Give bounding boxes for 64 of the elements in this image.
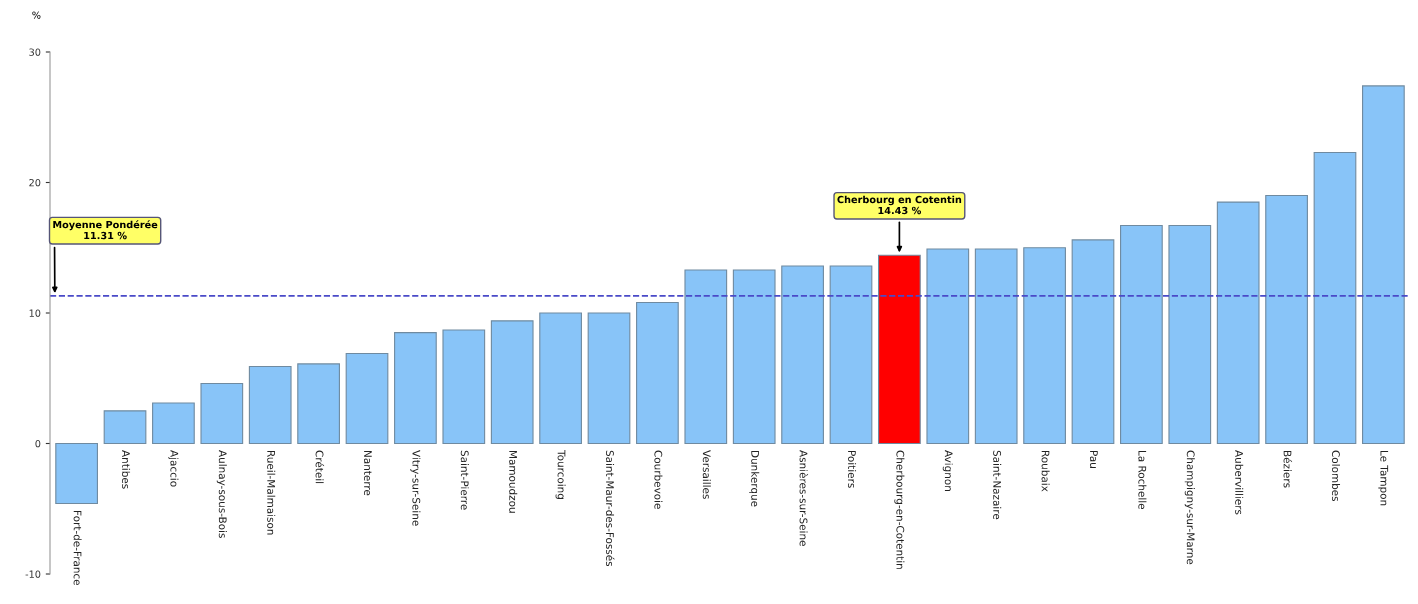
x-tick-label: Roubaix — [1041, 451, 1050, 492]
bar — [55, 442, 98, 505]
x-tick-label: Vitry-sur-Seine — [410, 450, 421, 526]
bar — [829, 265, 873, 445]
bar — [1120, 225, 1163, 445]
x-tick-label: Colombes — [1331, 450, 1341, 502]
bar — [248, 365, 292, 445]
bar — [1023, 247, 1066, 445]
x-tick-label: Poitiers — [847, 451, 857, 488]
x-tick-label: Tourcoing — [555, 449, 566, 499]
annotation: Cherbourg en Cotentin 14.43 % — [837, 195, 962, 215]
ref-line-label: Moyenne Pondérée 11.31 % — [53, 220, 158, 240]
bar — [345, 352, 389, 445]
x-tick-label: Versailles — [702, 450, 711, 499]
x-tick-label: Courbevoie — [654, 450, 663, 509]
x-tick-label: Fort-de-France — [73, 511, 82, 586]
bar — [103, 410, 147, 445]
x-tick-label: Ajaccio — [168, 450, 179, 487]
bar — [1216, 201, 1260, 445]
bar — [878, 254, 921, 445]
x-tick-label: Aubervilliers — [1235, 450, 1244, 515]
bar — [1362, 85, 1405, 445]
x-tick-label: Champigny-sur-Marne — [1184, 450, 1195, 565]
bar — [636, 302, 679, 445]
x-tick-label: Le Tampon — [1378, 451, 1389, 506]
bar — [781, 265, 824, 445]
x-tick-label: Créteil — [315, 450, 325, 484]
x-tick-label: Asnières-sur-Seine — [799, 450, 809, 546]
bar — [587, 312, 631, 445]
y-tick-label: 10 — [29, 309, 41, 317]
bar — [974, 248, 1018, 445]
bar — [394, 332, 437, 445]
bar — [1168, 225, 1212, 445]
x-tick-label: La Rochelle — [1138, 451, 1147, 510]
y-tick-label: 0 — [35, 439, 41, 448]
bar — [442, 329, 486, 445]
bar — [490, 320, 534, 445]
y-tick-label: -10 — [25, 570, 41, 578]
bar — [539, 312, 582, 445]
bar — [152, 402, 195, 445]
bar — [1313, 151, 1357, 445]
x-tick-label: Saint-Maur-des-Fossés — [605, 450, 615, 567]
x-tick-label: Béziers — [1283, 451, 1293, 488]
x-tick-label: Nanterre — [363, 451, 372, 496]
bar — [200, 382, 244, 445]
bar — [732, 269, 776, 445]
x-tick-label: Saint-Pierre — [460, 450, 469, 510]
x-tick-label: Rueil-Malmaison — [267, 451, 276, 535]
x-tick-label: Cherbourg-en-Cotentin — [894, 450, 905, 569]
x-tick-label: Pau — [1089, 451, 1098, 468]
x-tick-label: Dunkerque — [749, 451, 760, 507]
x-tick-label: Antibes — [122, 450, 131, 489]
x-tick-label: Saint-Nazaire — [993, 450, 1002, 520]
bar — [297, 363, 340, 445]
bar — [1071, 239, 1115, 445]
x-tick-label: Aulnay-sous-Bois — [216, 450, 227, 538]
y-axis-title: % — [32, 11, 41, 19]
y-tick-label: 30 — [29, 48, 41, 56]
y-tick-label: 20 — [29, 178, 41, 187]
bar — [684, 269, 728, 445]
bar — [1265, 194, 1308, 445]
bar — [926, 248, 970, 445]
x-tick-label: Avignon — [942, 450, 953, 491]
x-tick-label: Mamoudzou — [509, 451, 518, 513]
